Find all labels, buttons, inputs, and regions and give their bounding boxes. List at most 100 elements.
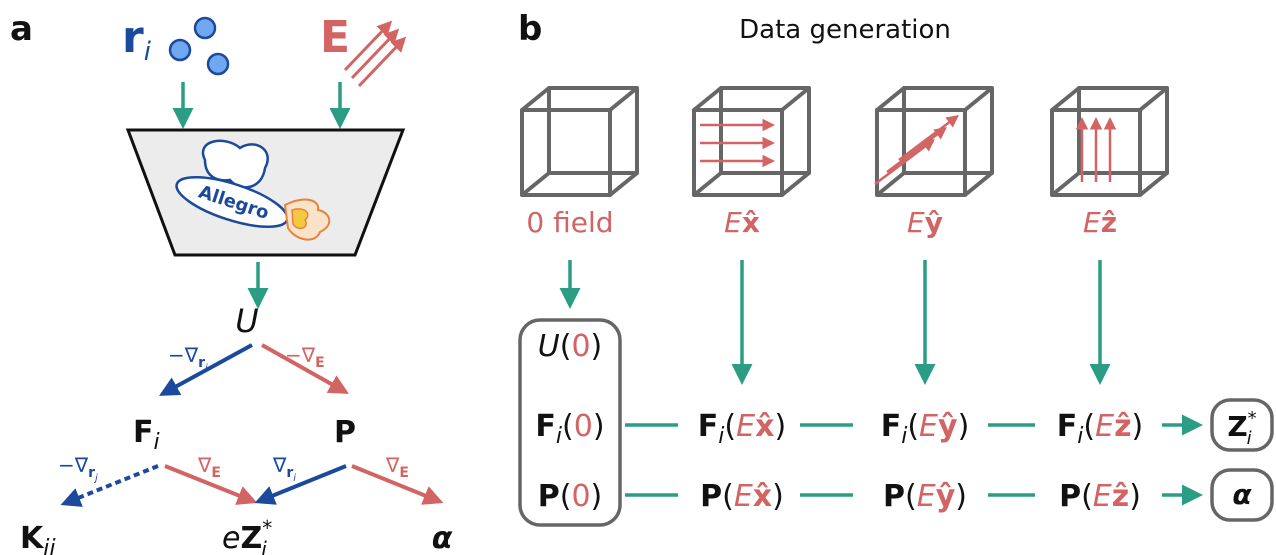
connectors <box>570 260 1196 495</box>
cube-edge <box>522 88 549 110</box>
gradient-label: −∇ri <box>168 343 208 374</box>
text-part: 0 <box>571 329 590 364</box>
text-part: P <box>1059 479 1081 514</box>
text-part: ( <box>722 479 734 514</box>
text-part: E <box>1093 479 1112 514</box>
cube-edge <box>1052 173 1079 195</box>
polarization: P <box>334 415 356 450</box>
input-positions: ri <box>122 12 152 67</box>
text-part: ( <box>560 329 572 364</box>
text-part: K <box>20 521 45 555</box>
text-part: e <box>222 521 240 555</box>
cube-edge <box>782 88 809 110</box>
panel-label: b <box>518 9 542 49</box>
cube-edge <box>965 173 992 195</box>
energy: U <box>235 302 258 340</box>
cube-edge <box>1140 173 1167 195</box>
shapes <box>68 18 1272 525</box>
text-part: a <box>10 9 33 49</box>
text-part: F <box>698 409 719 444</box>
text-part: ẑ <box>1101 206 1117 239</box>
text-part: ( <box>562 409 574 444</box>
text-part: ) <box>955 479 967 514</box>
text-part: 0 field <box>526 206 613 239</box>
text-part: 0 <box>571 479 590 514</box>
text-part: x̂ <box>755 409 774 444</box>
text-part: P <box>538 479 560 514</box>
polarization-field: P(Eẑ) <box>1059 479 1141 514</box>
gradient-label: ∇E <box>385 453 409 481</box>
text-part: E <box>736 409 755 444</box>
text-part: Z <box>1227 410 1247 443</box>
field-cube <box>1052 88 1167 195</box>
force-constants: Kij <box>20 521 56 555</box>
text-part: ŷ <box>936 479 956 514</box>
text-part: ( <box>905 479 917 514</box>
cube-edge <box>610 88 637 110</box>
text-part: i <box>144 37 152 67</box>
text-part: F <box>1057 409 1078 444</box>
text-part: ŷ <box>938 409 958 444</box>
text-part: P <box>700 479 722 514</box>
cube-edge <box>877 173 904 195</box>
field-arrow <box>899 118 955 160</box>
field-label: Eŷ <box>907 206 943 239</box>
text-part: α <box>432 521 453 555</box>
field-cube <box>694 88 809 195</box>
born-charges: Z*i <box>1227 408 1256 449</box>
text-part: P <box>883 479 905 514</box>
gradient-label: −∇E <box>285 343 325 371</box>
text-part: * <box>1248 408 1257 429</box>
forces: Fi <box>133 415 160 455</box>
figure: ariEAllegroU−∇ri−∇E−∇rj∇E∇ri∇EFiPKijeZ*i… <box>0 0 1276 555</box>
field-label: 0 field <box>526 206 613 239</box>
text-part: ) <box>1132 409 1144 444</box>
text-part: F <box>133 415 154 450</box>
atom <box>170 40 190 60</box>
model-funnel <box>128 130 403 255</box>
text-part: ẑ <box>1114 409 1131 444</box>
cube-edge <box>694 173 721 195</box>
text-part: E <box>315 355 325 371</box>
cube-edge <box>522 173 549 195</box>
text-part: −∇ <box>168 343 199 367</box>
field-cube <box>522 88 637 195</box>
text-part: α <box>1232 478 1252 511</box>
field-cube <box>875 88 992 195</box>
text-part: ) <box>593 409 605 444</box>
cube-edge <box>965 88 992 110</box>
polarization-zero: P(0) <box>538 479 603 514</box>
energy-zero: U(0) <box>538 329 603 364</box>
text-part: x̂ <box>742 206 760 239</box>
text-part: i <box>205 363 208 374</box>
text-part: E <box>320 12 350 63</box>
born-charges: eZ*i <box>222 516 272 555</box>
cube-edge <box>782 173 809 195</box>
gradient-label: −∇rj <box>58 453 98 484</box>
cube-edge <box>610 173 637 195</box>
text-part: E <box>1083 206 1101 239</box>
text-part: r <box>122 12 144 63</box>
text-part: E <box>907 206 925 239</box>
text-part: ∇ <box>385 453 400 477</box>
text-part: ŷ <box>925 206 943 239</box>
field-label: Ex̂ <box>724 206 760 239</box>
forces-field: Fi(Eẑ) <box>1057 409 1144 449</box>
forces-field: Fi(Ex̂) <box>698 409 786 449</box>
cube-edge <box>694 88 721 110</box>
text-part: i <box>154 430 160 455</box>
atom <box>208 54 228 74</box>
field-label: Eẑ <box>1083 206 1117 239</box>
text-part: ) <box>591 329 603 364</box>
text-part: E <box>919 409 938 444</box>
text-part: −∇ <box>58 453 89 477</box>
text-part: E <box>734 479 753 514</box>
polarization-field: P(Eŷ) <box>883 479 967 514</box>
text-part: i <box>293 473 296 484</box>
text-part: b <box>518 9 542 49</box>
text-part: Data generation <box>739 15 951 45</box>
cube-edge <box>877 88 904 110</box>
text-part: F <box>535 409 556 444</box>
text-part: ( <box>1083 409 1095 444</box>
polarizability: α <box>1232 478 1252 511</box>
